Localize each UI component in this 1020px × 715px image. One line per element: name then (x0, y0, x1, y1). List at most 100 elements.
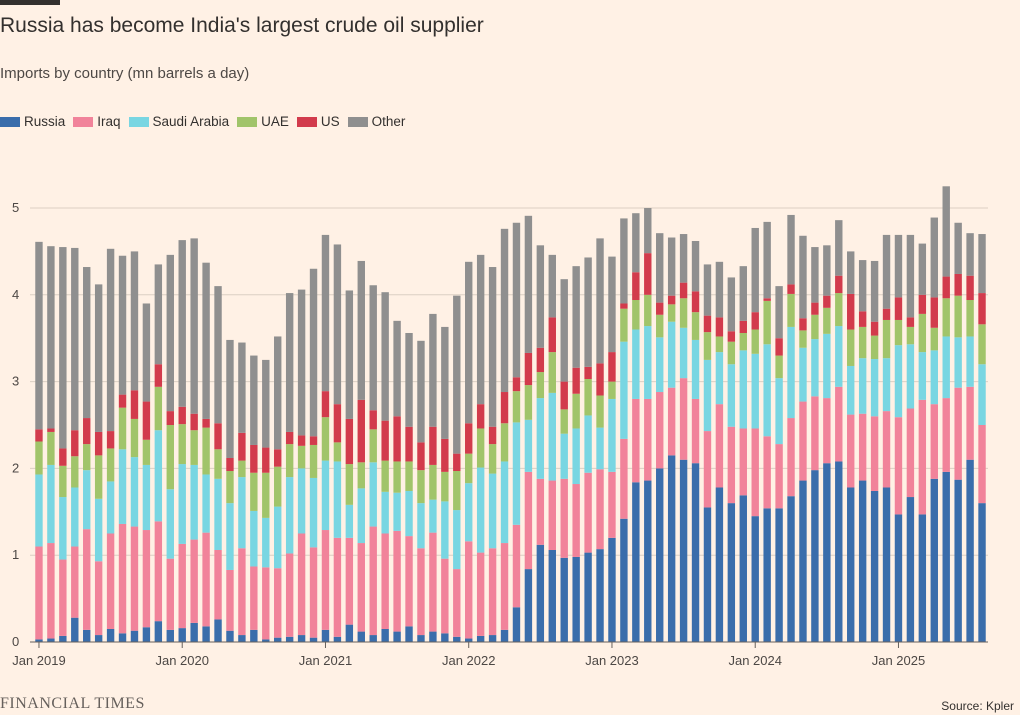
bar-segment-uae (238, 460, 246, 478)
bar-segment-other (285, 293, 294, 432)
bar-segment-us (667, 295, 676, 305)
bar-segment-us (417, 442, 425, 471)
bar-segment-iraq (679, 378, 688, 460)
bar-segment-us (238, 432, 246, 461)
bar-segment-iraq (178, 543, 186, 629)
bar-segment-russia (978, 503, 986, 642)
bar-segment-us (202, 418, 210, 428)
bar-segment-us (500, 392, 509, 424)
bar-segment-uae (357, 462, 365, 489)
bar-segment-uae (799, 330, 807, 348)
bar-segment-russia (357, 631, 365, 642)
bar-segment-iraq (321, 530, 330, 630)
bar-segment-iraq (536, 478, 545, 545)
bar-segment-iraq (870, 416, 879, 491)
bar-segment-russia (906, 497, 915, 642)
bar-segment-other (679, 234, 688, 283)
bar-segment-uae (106, 448, 115, 482)
bar-segment-russia (751, 516, 759, 642)
bar-segment-saudi-arabia (285, 477, 294, 554)
bar-segment-other (94, 284, 103, 432)
bar-segment-iraq (297, 533, 306, 636)
bar-segment-other (488, 267, 497, 427)
y-tick-label: 3 (12, 374, 19, 389)
bar-segment-iraq (739, 428, 747, 496)
bar-segment-uae (942, 298, 950, 337)
bar-segment-uae (656, 314, 664, 338)
bar-segment-saudi-arabia (142, 464, 151, 531)
bar-segment-other (739, 266, 747, 321)
bar-segment-iraq (71, 546, 79, 618)
bar-segment-saudi-arabia (488, 473, 497, 549)
bar-segment-saudi-arabia (47, 464, 55, 544)
bar-segment-saudi-arabia (894, 345, 903, 418)
bar-segment-saudi-arabia (870, 359, 879, 417)
bar-segment-saudi-arabia (250, 510, 258, 567)
legend-label-other: Other (371, 114, 406, 129)
bar-segment-us (703, 315, 712, 333)
bar-segment-other (476, 254, 485, 405)
bar-segment-saudi-arabia (500, 461, 509, 544)
bar-segment-uae (560, 409, 568, 434)
bar-segment-other (858, 260, 867, 312)
bar-segment-iraq (608, 471, 616, 538)
bar-segment-russia (59, 635, 67, 642)
bar-segment-saudi-arabia (381, 491, 389, 534)
bar-segment-iraq (954, 387, 962, 480)
bar-segment-other (250, 355, 258, 445)
bar-segment-uae (775, 355, 783, 379)
bar-segment-iraq (656, 392, 664, 469)
bar-segment-iraq (882, 411, 891, 488)
bar-segment-us (978, 293, 986, 325)
bar-segment-russia (429, 631, 437, 642)
bar-segment-us (632, 272, 640, 301)
bar-segment-saudi-arabia (632, 329, 640, 399)
bar-segment-other (596, 238, 604, 364)
bar-segment-saudi-arabia (691, 339, 700, 399)
bar-segment-saudi-arabia (858, 358, 867, 414)
bar-segment-russia (500, 629, 509, 642)
y-tick-label: 5 (12, 200, 19, 215)
bar-segment-russia (94, 635, 103, 642)
bar-segment-other (715, 261, 724, 318)
bar-segment-russia (35, 639, 43, 642)
bar-segment-us (524, 352, 533, 386)
bar-segment-other (309, 268, 318, 437)
bar-segment-russia (250, 629, 258, 642)
y-tick-label: 4 (12, 287, 19, 302)
bar-segment-other (763, 221, 771, 299)
bar-segment-saudi-arabia (465, 483, 473, 542)
bar-segment-russia (882, 487, 891, 642)
legend-label-us: US (320, 114, 340, 129)
bar-segment-uae (118, 407, 127, 450)
bar-segment-us (35, 429, 43, 442)
bar-segment-iraq (644, 398, 652, 481)
bar-segment-russia (524, 569, 533, 642)
bar-segment-iraq (715, 404, 724, 488)
bar-segment-saudi-arabia (667, 321, 676, 388)
bar-segment-us (94, 431, 103, 456)
bar-segment-russia (656, 468, 664, 642)
bar-segment-us (274, 449, 282, 467)
bar-segment-uae (500, 423, 509, 462)
bar-segment-other (823, 245, 831, 296)
bar-segment-iraq (309, 547, 318, 638)
bar-segment-uae (644, 294, 652, 327)
bar-segment-russia (297, 635, 306, 642)
bar-segment-us (142, 401, 151, 440)
bar-segment-us (405, 426, 413, 462)
bar-segment-iraq (453, 569, 461, 637)
bar-segment-uae (823, 307, 831, 334)
bar-segment-russia (536, 544, 545, 642)
legend-item-saudi-arabia: Saudi Arabia (128, 114, 229, 129)
bar-segment-us (262, 447, 270, 473)
bar-segment-iraq (930, 404, 938, 479)
bar-segment-iraq (703, 431, 712, 508)
bar-segment-us (381, 420, 389, 461)
bar-segment-uae (667, 304, 676, 322)
legend-swatch-saudi-arabia (128, 116, 149, 127)
bar-segment-uae (620, 308, 628, 342)
bar-segment-russia (847, 487, 855, 642)
bar-segment-us (214, 423, 222, 450)
bar-segment-us (560, 381, 568, 410)
